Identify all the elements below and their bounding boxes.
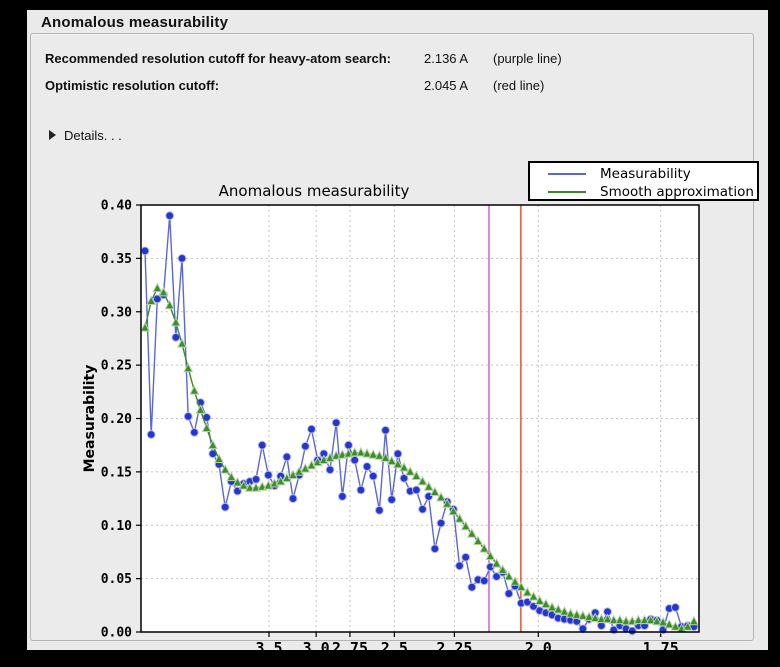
legend-label-smooth: Smooth approximation (600, 184, 754, 200)
tick-labels: 3.5 3.0 2.75 2.5 2.25 2.0 1.75 0.00 0.05 0.10 0.15… (101, 199, 679, 658)
legend-entry-measurability: Measurability (548, 165, 757, 183)
measurability-figure: 3.5 3.0 2.75 2.5 2.25 2.0 1.75 0.00 0.05 0.10 0.15… (37, 144, 759, 667)
y-tick-label: 0.00 (101, 626, 132, 641)
x-tick-label: 2.25 (436, 639, 472, 657)
y-axis-title: Measurability (82, 365, 98, 473)
series-measurability (140, 211, 699, 636)
x-tick-label: 1.75 (643, 639, 679, 657)
cutoff-lines (488, 205, 522, 632)
y-tick-label: 0.30 (101, 305, 132, 320)
y-tick-label: 0.15 (101, 465, 132, 480)
chart-title: Anomalous measurability (218, 182, 410, 200)
smooth-line-swatch (548, 191, 586, 193)
details-disclosure[interactable]: Details. . . (49, 128, 122, 143)
y-tick-label: 0.40 (101, 199, 132, 214)
panel-title: Anomalous measurability (41, 14, 229, 31)
optimistic-cutoff-note: (red line) (493, 78, 545, 93)
recommended-cutoff-note: (purple line) (493, 51, 562, 66)
optimistic-cutoff-row: Optimistic resolution cutoff: 2.045 A (r… (45, 78, 745, 93)
y-tick-label: 0.20 (101, 412, 132, 427)
x-axis-title: Resolution (348, 660, 432, 667)
results-group-box: Recommended resolution cutoff for heavy-… (30, 33, 759, 667)
plot-border (140, 204, 700, 633)
x-tick-label: 3.5 (255, 639, 282, 657)
recommended-cutoff-row: Recommended resolution cutoff for heavy-… (45, 51, 745, 66)
y-tick-label: 0.10 (101, 519, 132, 534)
legend-entry-smooth: Smooth approximation (548, 183, 757, 201)
details-label: Details. . . (64, 128, 122, 143)
y-tick-label: 0.25 (101, 359, 132, 374)
y-tick-label: 0.05 (101, 572, 132, 587)
grid-lines (141, 205, 699, 632)
series-smooth-approximation (139, 282, 699, 633)
legend-label-measurability: Measurability (600, 166, 691, 182)
recommended-cutoff-value: 2.136 A (424, 51, 469, 66)
axes (136, 204, 662, 637)
x-tick-label: 3.0 (303, 639, 330, 657)
anomalous-measurability-panel: Anomalous measurability Recommended reso… (27, 10, 768, 667)
x-tick-label: 2.0 (525, 639, 552, 657)
measurability-line-swatch (548, 173, 586, 175)
plot-area (141, 205, 699, 632)
disclosure-triangle-icon (49, 130, 56, 140)
optimistic-cutoff-value: 2.045 A (424, 78, 469, 93)
x-tick-label: 2.5 (381, 639, 408, 657)
chart-legend: Measurability Smooth approximation (528, 161, 759, 201)
y-tick-label: 0.35 (101, 252, 132, 267)
optimistic-cutoff-label: Optimistic resolution cutoff: (45, 78, 220, 93)
measurability-chart: 3.5 3.0 2.75 2.5 2.25 2.0 1.75 0.00 0.05 0.10 0.15… (82, 199, 700, 667)
x-tick-label: 2.75 (332, 639, 368, 657)
recommended-cutoff-label: Recommended resolution cutoff for heavy-… (45, 51, 392, 66)
